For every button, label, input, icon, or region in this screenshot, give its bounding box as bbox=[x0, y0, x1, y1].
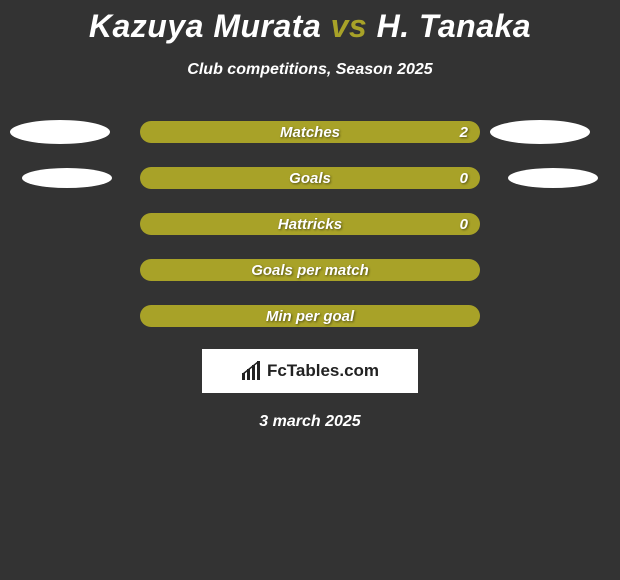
stat-row-matches: Matches 2 bbox=[0, 121, 620, 143]
stat-label: Goals bbox=[289, 170, 331, 187]
chart-icon bbox=[241, 361, 261, 381]
stat-row-hattricks: Hattricks 0 bbox=[0, 213, 620, 235]
stat-label: Matches bbox=[280, 124, 340, 141]
stat-bar: Goals 0 bbox=[140, 167, 480, 189]
stat-row-goals: Goals 0 bbox=[0, 167, 620, 189]
stat-value-right: 0 bbox=[460, 216, 468, 233]
stat-bar: Min per goal bbox=[140, 305, 480, 327]
ellipse-icon bbox=[490, 120, 590, 144]
player1-name: Kazuya Murata bbox=[89, 8, 321, 44]
stat-bar: Goals per match bbox=[140, 259, 480, 281]
ellipse-icon bbox=[22, 168, 112, 188]
brand-badge: FcTables.com bbox=[202, 349, 418, 393]
page-title: Kazuya Murata vs H. Tanaka bbox=[0, 8, 620, 45]
stat-row-min-per-goal: Min per goal bbox=[0, 305, 620, 327]
brand-text: FcTables.com bbox=[267, 361, 379, 381]
date-label: 3 march 2025 bbox=[0, 413, 620, 431]
comparison-card: Kazuya Murata vs H. Tanaka Club competit… bbox=[0, 0, 620, 431]
stat-bar: Hattricks 0 bbox=[140, 213, 480, 235]
subtitle: Club competitions, Season 2025 bbox=[0, 61, 620, 79]
stat-value-right: 2 bbox=[460, 124, 468, 141]
player2-name: H. Tanaka bbox=[377, 8, 531, 44]
stat-value-right: 0 bbox=[460, 170, 468, 187]
stat-label: Hattricks bbox=[278, 216, 342, 233]
stat-bar: Matches 2 bbox=[140, 121, 480, 143]
vs-label: vs bbox=[331, 8, 368, 44]
stat-row-goals-per-match: Goals per match bbox=[0, 259, 620, 281]
ellipse-icon bbox=[10, 120, 110, 144]
stat-label: Min per goal bbox=[266, 308, 354, 325]
stats-rows: Matches 2 Goals 0 Hattricks 0 Goals per … bbox=[0, 121, 620, 327]
ellipse-icon bbox=[508, 168, 598, 188]
stat-label: Goals per match bbox=[251, 262, 369, 279]
